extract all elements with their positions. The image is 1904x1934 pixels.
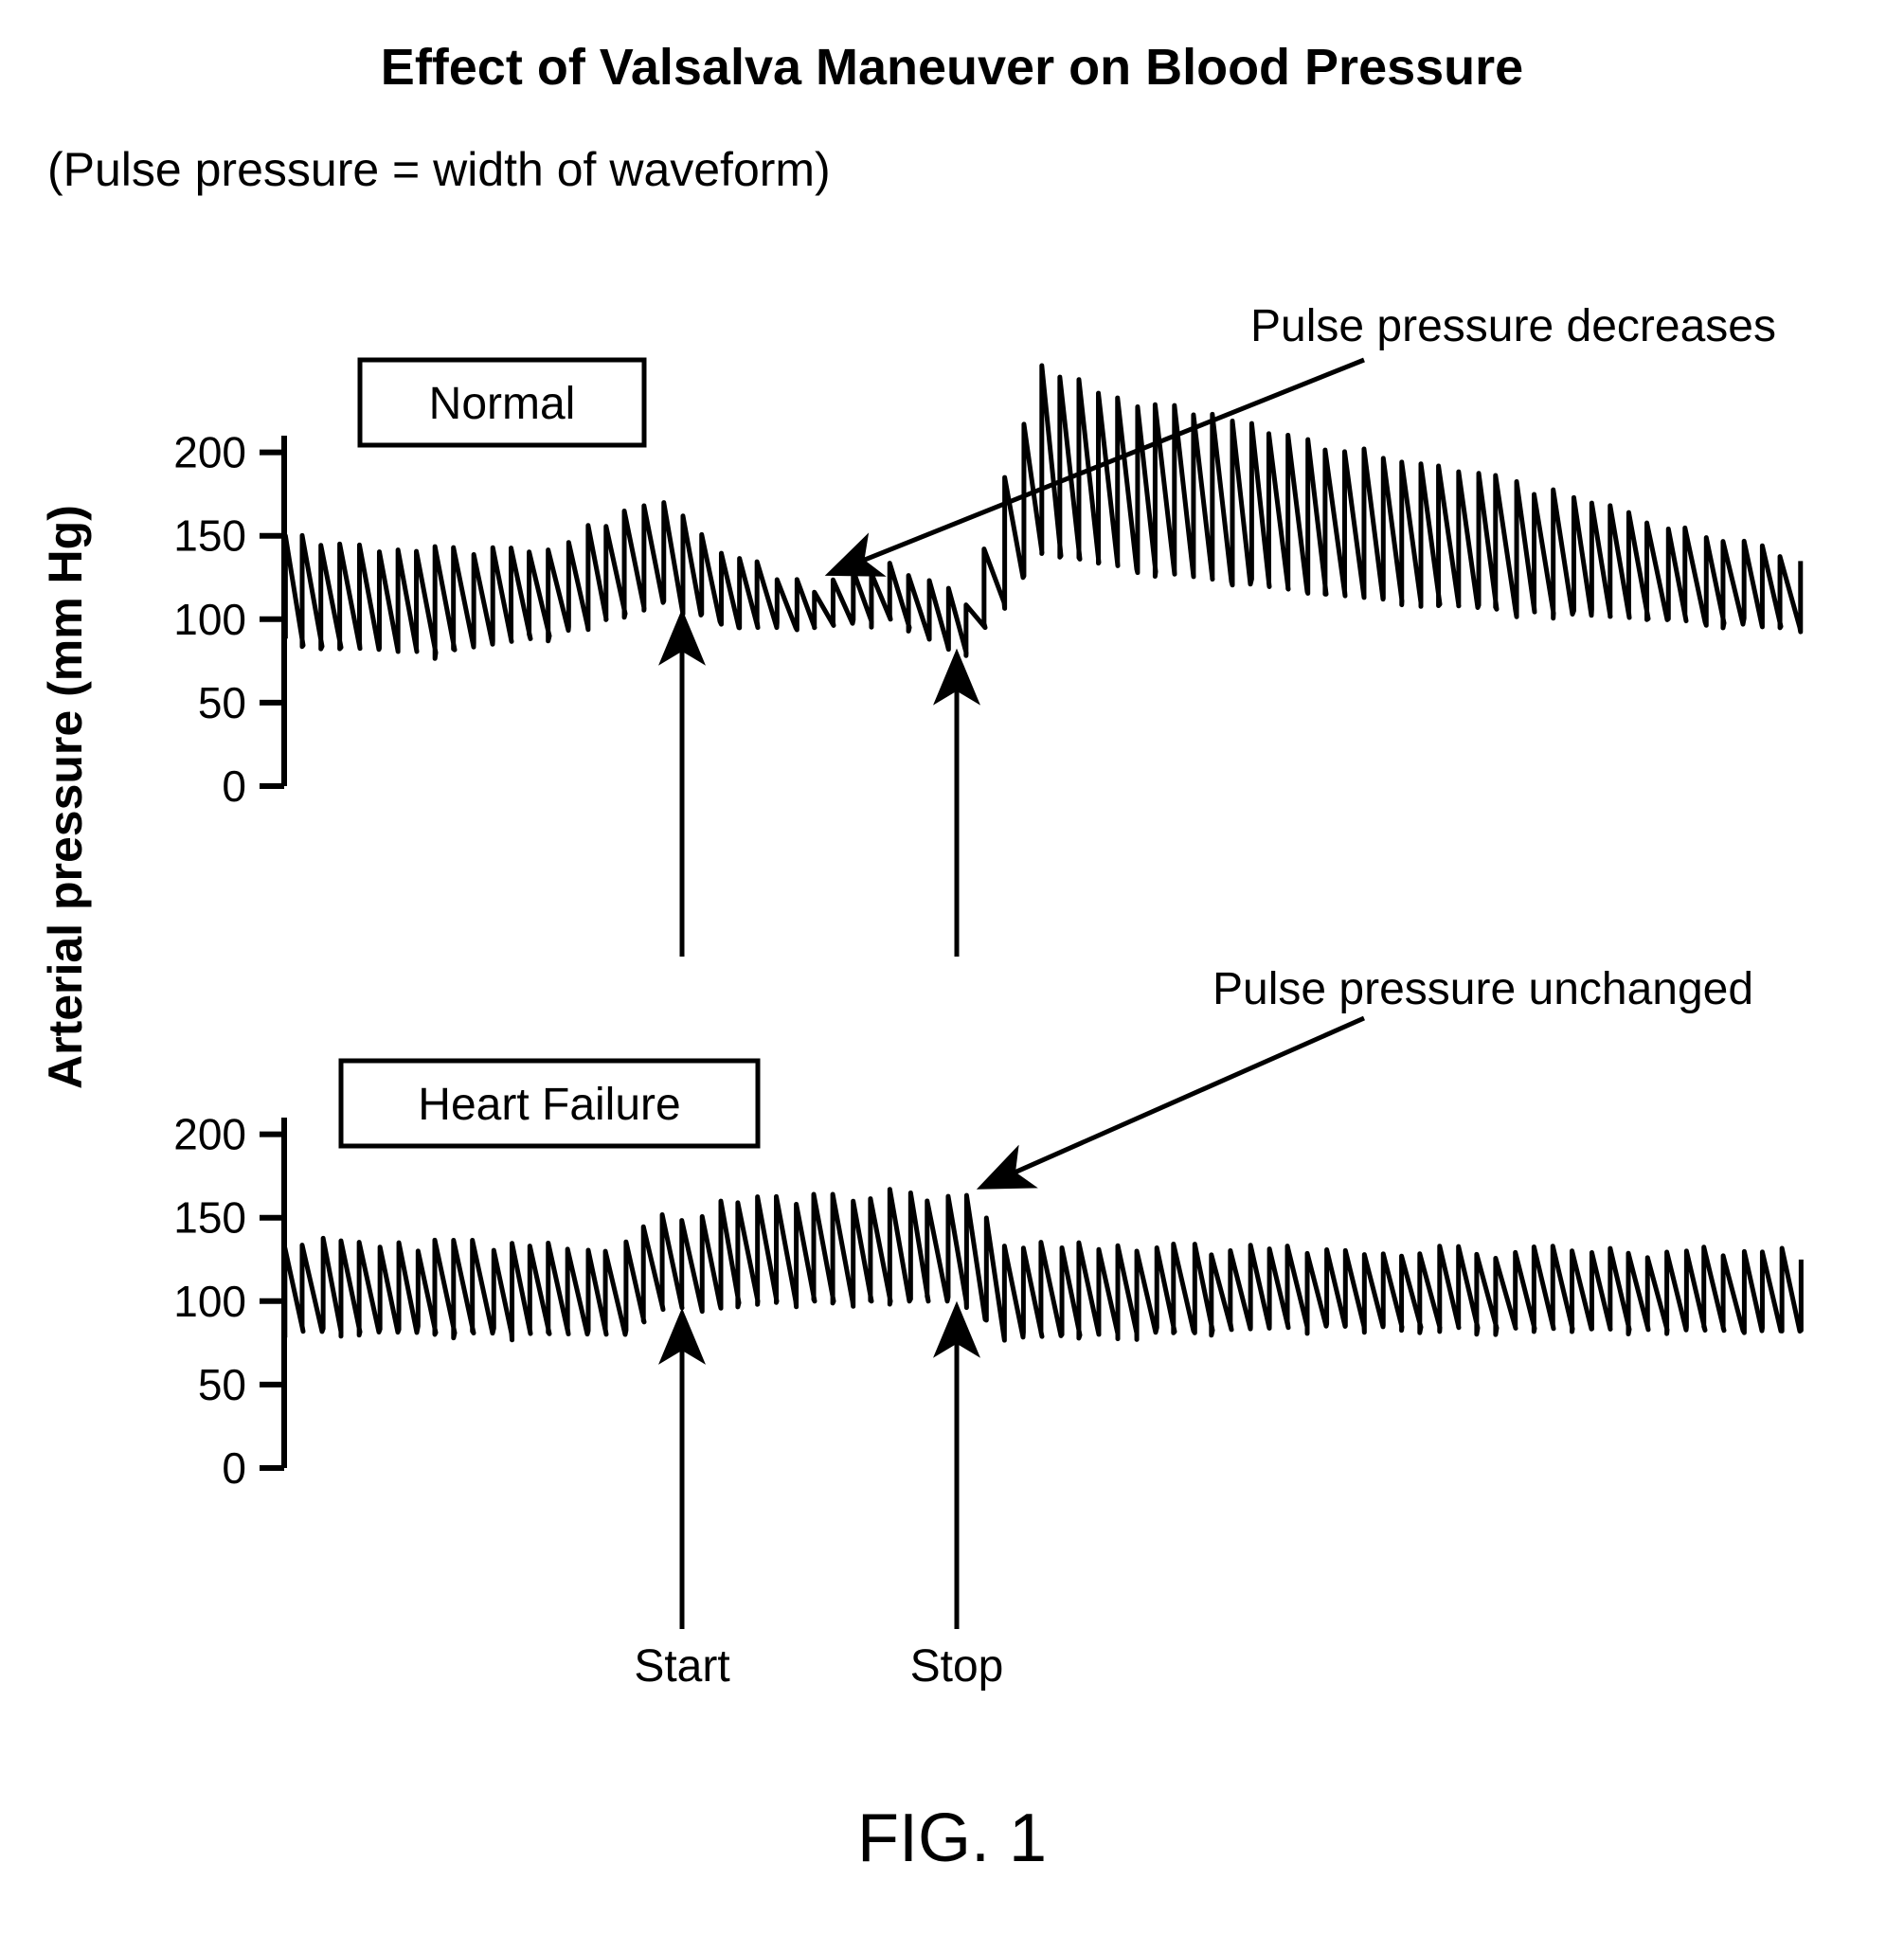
- svg-text:0: 0: [222, 1443, 246, 1493]
- svg-text:150: 150: [173, 511, 246, 561]
- svg-text:50: 50: [198, 678, 246, 727]
- figure-svg: 0 50 100 150 200 Normal Pulse pressure decreas…: [0, 0, 1904, 1934]
- svg-text:Normal: Normal: [429, 379, 576, 429]
- svg-text:150: 150: [173, 1193, 246, 1243]
- svg-text:200: 200: [173, 428, 246, 477]
- svg-text:Start: Start: [634, 1641, 729, 1692]
- page-root: Effect of Valsalva Maneuver on Blood Pre…: [0, 0, 1904, 1934]
- svg-text:100: 100: [173, 1277, 246, 1326]
- svg-text:50: 50: [198, 1360, 246, 1409]
- svg-text:Heart Failure: Heart Failure: [418, 1080, 680, 1130]
- svg-text:Pulse pressure decreases: Pulse pressure decreases: [1250, 301, 1776, 351]
- svg-text:100: 100: [173, 595, 246, 644]
- svg-text:0: 0: [222, 761, 246, 811]
- svg-text:Pulse pressure unchanged: Pulse pressure unchanged: [1212, 964, 1753, 1014]
- svg-text:200: 200: [173, 1110, 246, 1159]
- figure-number: FIG. 1: [0, 1800, 1904, 1877]
- svg-text:Stop: Stop: [910, 1641, 1004, 1692]
